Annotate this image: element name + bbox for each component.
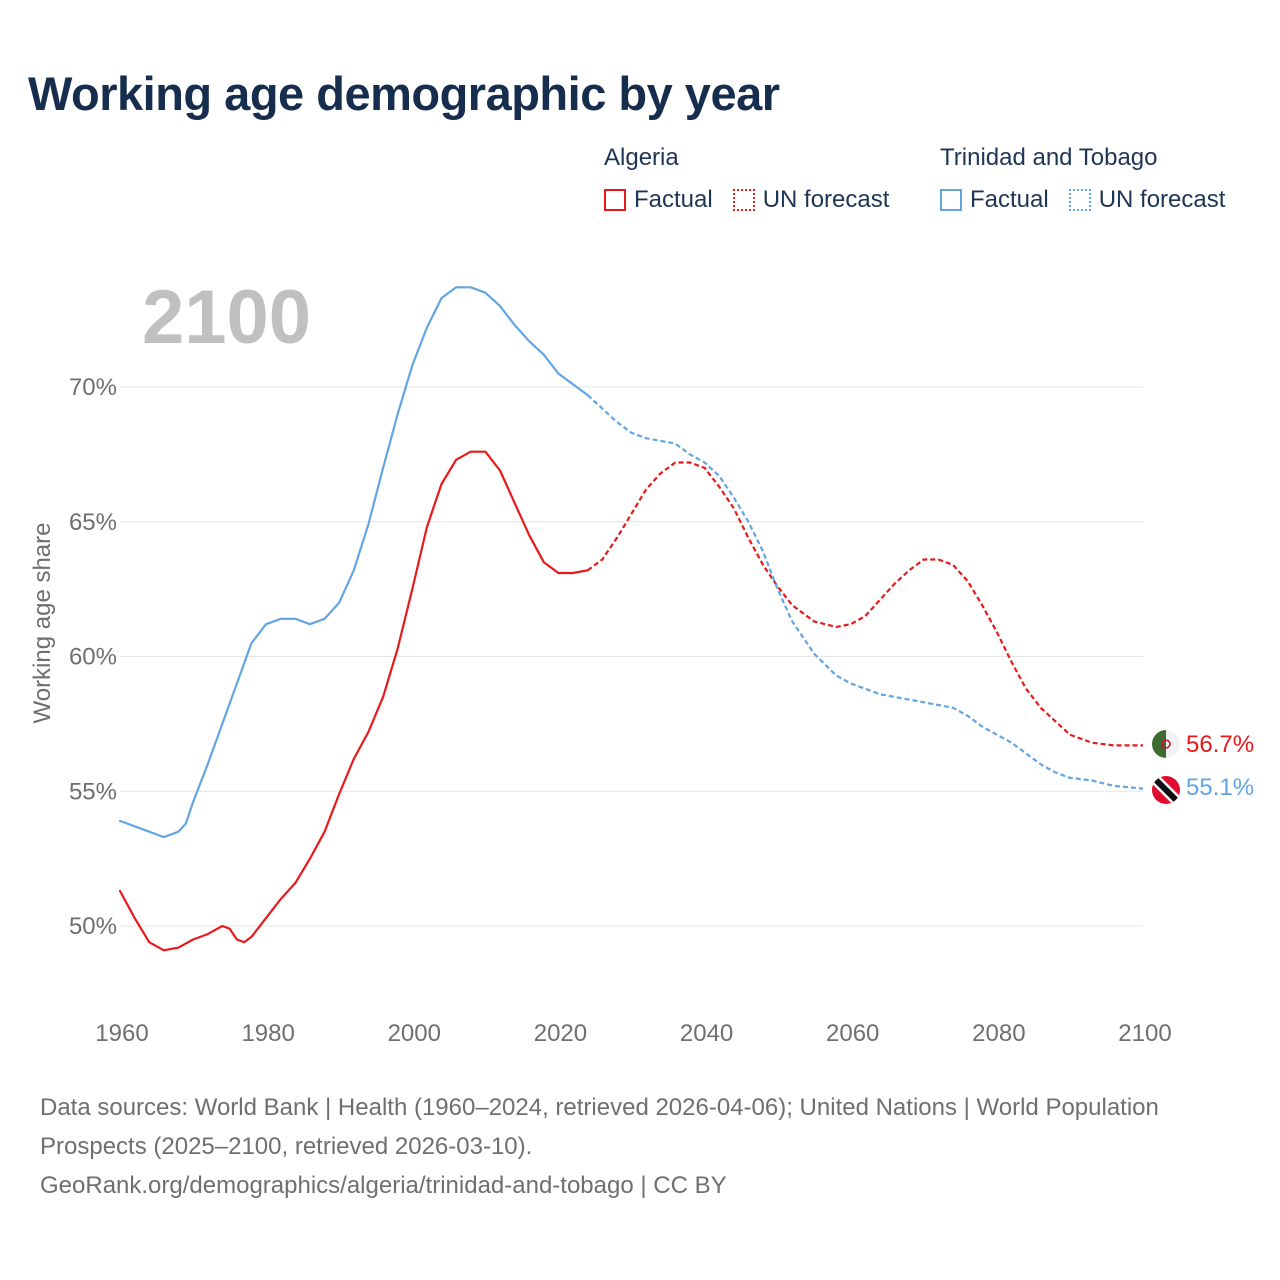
legend-item-tt-forecast[interactable]: UN forecast (1068, 186, 1226, 214)
y-tick-label: 50% (69, 913, 117, 940)
x-tick-label: 1980 (241, 1020, 294, 1047)
legend-group-algeria: Algeria Factual UN forecast (604, 144, 909, 214)
algeria-end-label: 56.7% (1186, 731, 1254, 758)
legend-item-tt-factual[interactable]: Factual (940, 186, 1049, 214)
chart-title: Working age demographic by year (28, 67, 780, 120)
year-overlay: 2100 (142, 275, 311, 360)
legend-label: UN forecast (1098, 186, 1226, 213)
x-tick-label: 1960 (95, 1020, 148, 1047)
x-tick-label: 2000 (388, 1020, 441, 1047)
x-tick-label: 2100 (1118, 1020, 1171, 1047)
trinidad-and-tobago-end-label: 55.1% (1186, 774, 1254, 801)
algeria-flag-icon (1152, 730, 1180, 758)
y-tick-label: 70% (69, 374, 117, 401)
x-tick-label: 2020 (534, 1020, 587, 1047)
legend-label: Factual (634, 186, 713, 213)
gridlines (120, 386, 1143, 927)
legend-item-algeria-factual[interactable]: Factual (604, 186, 713, 214)
trinidad-and-tobago-factual-line[interactable] (118, 286, 589, 839)
y-axis-ticks: 50% 55% 60% 65% 70% (69, 374, 117, 940)
legend-swatch-solid (940, 189, 962, 211)
data-sources: Data sources: World Bank | Health (1960–… (40, 1094, 1159, 1160)
y-tick-label: 60% (69, 644, 117, 671)
trinidad-and-tobago-flag-icon (1152, 776, 1180, 804)
legend-group-name: Trinidad and Tobago (940, 144, 1158, 171)
legend-item-algeria-forecast[interactable]: UN forecast (732, 186, 890, 214)
credit-line[interactable]: GeoRank.org/demographics/algeria/trinida… (40, 1172, 727, 1199)
x-axis-ticks: 1960 1980 2000 2020 2040 2060 2080 2100 (95, 1020, 1171, 1047)
legend-swatch-dotted (732, 189, 755, 211)
y-tick-label: 55% (69, 778, 117, 805)
y-tick-label: 65% (69, 509, 117, 536)
x-tick-label: 2040 (680, 1020, 733, 1047)
x-tick-label: 2080 (972, 1020, 1025, 1047)
legend-group-trinidad-and-tobago: Trinidad and Tobago Factual UN forecast (940, 144, 1225, 214)
algeria-forecast-line[interactable] (587, 461, 1143, 747)
x-tick-label: 2060 (826, 1020, 879, 1047)
trinidad-and-tobago-forecast-line[interactable] (586, 394, 1144, 790)
legend-group-name: Algeria (604, 144, 679, 171)
legend-swatch-solid (604, 189, 626, 211)
algeria-factual-line[interactable] (118, 450, 589, 952)
series-lines (118, 286, 1144, 952)
footer: Data sources: World Bank | Health (1960–… (40, 1088, 1220, 1205)
legend-label: UN forecast (762, 186, 890, 213)
y-axis-label: Working age share (29, 523, 56, 724)
legend-label: Factual (970, 186, 1049, 213)
legend-swatch-dotted (1068, 189, 1091, 211)
